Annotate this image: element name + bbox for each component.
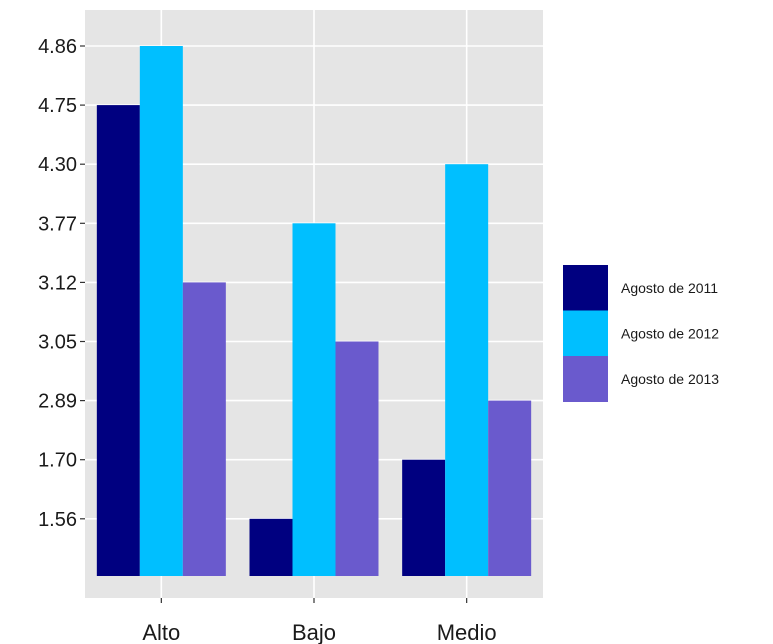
x-tick-label-alto: Alto [142, 620, 180, 644]
x-tick-label-bajo: Bajo [292, 620, 336, 644]
y-tick-label-4-30: 4.30 [38, 154, 77, 176]
y-tick-label-4-75: 4.75 [38, 95, 77, 117]
legend-key-agosto-de-2011 [563, 265, 608, 311]
y-tick-label-4-86: 4.86 [38, 36, 77, 58]
bar-alto-agosto-de-2012 [140, 46, 183, 576]
bar-bajo-agosto-de-2011 [250, 519, 293, 576]
legend-label-agosto-de-2011: Agosto de 2011 [621, 280, 718, 296]
x-axis: Alto Bajo Medio [142, 598, 496, 644]
legend-key-agosto-de-2012 [563, 311, 608, 357]
y-tick-label-3-77: 3.77 [38, 213, 77, 235]
y-axis: 4.86 4.75 4.30 3.77 3.12 3.05 2.89 1.70 1.56 [38, 36, 85, 531]
y-tick-label-1-70: 1.70 [38, 450, 77, 472]
bar-alto-agosto-de-2011 [97, 105, 140, 576]
y-tick-label-3-12: 3.12 [38, 272, 77, 294]
y-tick-label-1-56: 1.56 [38, 509, 77, 531]
legend-label-agosto-de-2012: Agosto de 2012 [621, 325, 719, 341]
legend: Agosto de 2011 Agosto de 2012 Agosto de 20… [563, 265, 719, 402]
bar-medio-agosto-de-2011 [402, 460, 445, 576]
bar-alto-agosto-de-2013 [183, 282, 226, 576]
bar-medio-agosto-de-2012 [445, 164, 488, 576]
bar-bajo-agosto-de-2012 [293, 223, 336, 576]
x-tick-label-medio: Medio [437, 620, 497, 644]
y-tick-label-3-05: 3.05 [38, 332, 77, 354]
bar-bajo-agosto-de-2013 [336, 342, 379, 577]
legend-key-agosto-de-2013 [563, 356, 608, 402]
bar-medio-agosto-de-2013 [488, 401, 531, 576]
y-tick-label-2-89: 2.89 [38, 391, 77, 413]
legend-label-agosto-de-2013: Agosto de 2013 [621, 371, 719, 387]
